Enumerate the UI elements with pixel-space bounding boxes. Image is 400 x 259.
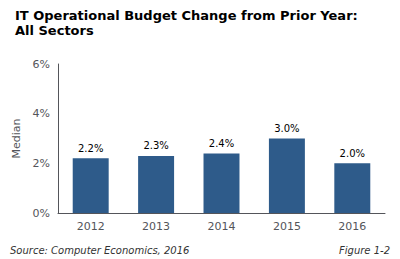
svg-text:2013: 2013	[142, 220, 170, 233]
svg-text:6%: 6%	[33, 58, 50, 71]
svg-text:0%: 0%	[33, 207, 50, 220]
svg-text:2%: 2%	[33, 157, 50, 170]
svg-text:2.0%: 2.0%	[340, 148, 365, 159]
svg-text:Source: Computer Economics, 20: Source: Computer Economics, 2016	[10, 245, 189, 256]
svg-text:2015: 2015	[273, 220, 301, 233]
svg-text:Figure 1-2: Figure 1-2	[339, 245, 390, 256]
svg-text:4%: 4%	[33, 107, 50, 120]
svg-text:All Sectors: All Sectors	[15, 23, 94, 38]
svg-text:2.3%: 2.3%	[143, 140, 168, 151]
svg-text:2.4%: 2.4%	[209, 138, 234, 149]
svg-text:3.0%: 3.0%	[274, 123, 299, 134]
svg-text:2.2%: 2.2%	[78, 143, 103, 154]
svg-text:2016: 2016	[338, 220, 366, 233]
svg-text:2014: 2014	[208, 220, 236, 233]
svg-text:Median: Median	[10, 118, 23, 158]
svg-text:IT Operational Budget Change f: IT Operational Budget Change from Prior …	[15, 8, 358, 23]
svg-text:2012: 2012	[77, 220, 105, 233]
